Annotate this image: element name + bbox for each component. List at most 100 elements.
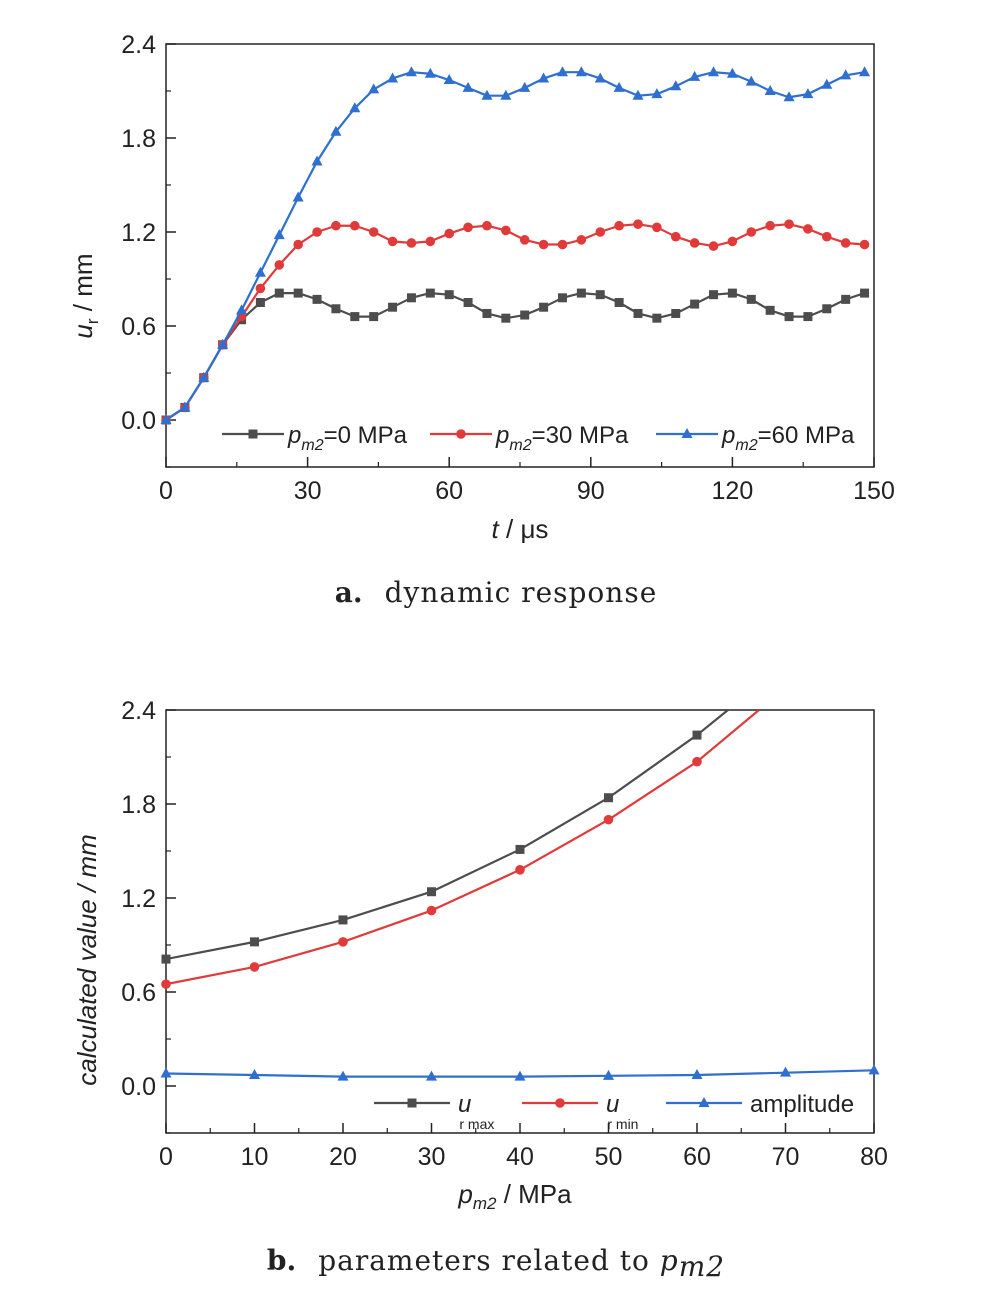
y-tick-label: 1.2 bbox=[121, 219, 156, 247]
x-tick-label: 80 bbox=[860, 1143, 888, 1171]
data-point-1 bbox=[425, 236, 436, 247]
y-tick-label: 0.0 bbox=[121, 1073, 156, 1101]
data-point-1 bbox=[368, 227, 379, 237]
data-point-0 bbox=[614, 298, 624, 307]
data-point-1 bbox=[595, 227, 606, 237]
data-point-2 bbox=[405, 66, 417, 77]
y-tick-label: 0.0 bbox=[121, 407, 156, 435]
data-point-0 bbox=[425, 288, 435, 298]
data-point-0 bbox=[727, 288, 737, 298]
data-point-1 bbox=[670, 231, 681, 242]
data-point-2 bbox=[424, 67, 436, 78]
data-point-1 bbox=[765, 220, 775, 231]
data-point-1 bbox=[331, 220, 341, 231]
chart-a-legend: pm2=0 MPa pm2=30 MPa pm2=60 MPa bbox=[222, 422, 855, 454]
chart-a-plot-frame bbox=[165, 43, 875, 468]
data-point-1 bbox=[249, 962, 260, 972]
data-point-1 bbox=[338, 937, 348, 947]
data-point-2 bbox=[160, 1067, 172, 1078]
data-point-2 bbox=[349, 102, 361, 113]
chart-a-ticks: 0 30 60 90 120 150 0.0 0.6 1.2 1.8 2.4 bbox=[121, 31, 895, 505]
legend-marker bbox=[681, 428, 693, 438]
data-point-2 bbox=[217, 338, 229, 349]
data-point-0 bbox=[746, 294, 756, 304]
data-point-2 bbox=[802, 88, 814, 99]
data-point-0 bbox=[515, 844, 525, 854]
data-point-1 bbox=[482, 220, 492, 231]
data-point-2 bbox=[273, 229, 285, 240]
x-tick-label: 0 bbox=[159, 477, 173, 505]
data-point-1 bbox=[426, 905, 437, 916]
data-point-2 bbox=[443, 74, 455, 85]
data-point-0 bbox=[595, 290, 605, 300]
data-point-1 bbox=[444, 228, 455, 239]
y-tick-label: 1.2 bbox=[121, 885, 156, 913]
data-point-0 bbox=[520, 310, 530, 320]
x-tick-label: 70 bbox=[772, 1143, 800, 1171]
chart-b-caption: b. parameters related to pm2 bbox=[267, 1244, 725, 1283]
data-point-0 bbox=[369, 312, 379, 322]
data-point-0 bbox=[860, 288, 870, 298]
data-point-1 bbox=[689, 238, 700, 248]
x-tick-label: 30 bbox=[294, 477, 322, 505]
data-point-1 bbox=[387, 236, 398, 247]
data-point-1 bbox=[727, 236, 738, 247]
data-point-0 bbox=[784, 312, 794, 322]
data-point-2 bbox=[603, 1069, 614, 1080]
data-point-0 bbox=[250, 937, 259, 947]
chart-b-y-label: calculated value / mm bbox=[72, 834, 102, 1085]
data-point-1 bbox=[161, 979, 171, 989]
data-point-0 bbox=[388, 302, 398, 312]
data-point-2 bbox=[514, 1070, 526, 1081]
legend-marker bbox=[248, 429, 258, 439]
data-point-1 bbox=[350, 220, 360, 231]
data-point-0 bbox=[312, 294, 322, 304]
data-point-2 bbox=[594, 72, 606, 83]
data-point-1 bbox=[652, 222, 662, 233]
data-point-2 bbox=[651, 88, 663, 99]
data-point-0 bbox=[482, 308, 492, 318]
data-point-2 bbox=[764, 85, 776, 95]
data-point-1 bbox=[463, 222, 473, 233]
data-point-1 bbox=[633, 219, 643, 229]
data-point-1 bbox=[784, 219, 794, 229]
data-point-0 bbox=[161, 954, 171, 964]
data-point-2 bbox=[575, 66, 587, 77]
data-point-1 bbox=[538, 239, 549, 250]
data-point-1 bbox=[803, 224, 813, 234]
data-point-0 bbox=[293, 288, 303, 298]
data-point-1 bbox=[515, 865, 525, 875]
y-tick-label: 1.8 bbox=[121, 125, 156, 153]
series-line-0 bbox=[166, 710, 729, 961]
data-point-0 bbox=[255, 298, 265, 307]
chart-a-y-label: ur / mm bbox=[68, 253, 102, 338]
legend-label: pm2=60 MPa bbox=[721, 422, 855, 454]
data-point-2 bbox=[236, 304, 248, 315]
y-tick-label: 2.4 bbox=[121, 31, 156, 59]
data-point-2 bbox=[538, 72, 550, 83]
data-point-2 bbox=[783, 91, 795, 102]
data-point-2 bbox=[462, 81, 474, 92]
data-point-1 bbox=[692, 756, 702, 767]
data-point-0 bbox=[671, 308, 681, 318]
data-point-2 bbox=[387, 72, 399, 83]
data-point-2 bbox=[689, 70, 701, 81]
data-point-0 bbox=[652, 313, 662, 323]
chart-a-caption: a. dynamic response bbox=[335, 576, 658, 609]
data-point-1 bbox=[501, 225, 511, 236]
data-point-0 bbox=[406, 293, 416, 303]
y-tick-label: 1.8 bbox=[121, 791, 156, 819]
data-point-0 bbox=[338, 915, 348, 925]
data-point-2 bbox=[780, 1066, 791, 1077]
data-point-2 bbox=[481, 89, 493, 100]
y-tick-label: 0.6 bbox=[121, 313, 156, 341]
data-point-1 bbox=[840, 238, 851, 248]
data-point-1 bbox=[519, 235, 530, 245]
data-point-1 bbox=[406, 238, 417, 248]
data-point-2 bbox=[426, 1070, 437, 1081]
data-point-2 bbox=[708, 66, 720, 77]
